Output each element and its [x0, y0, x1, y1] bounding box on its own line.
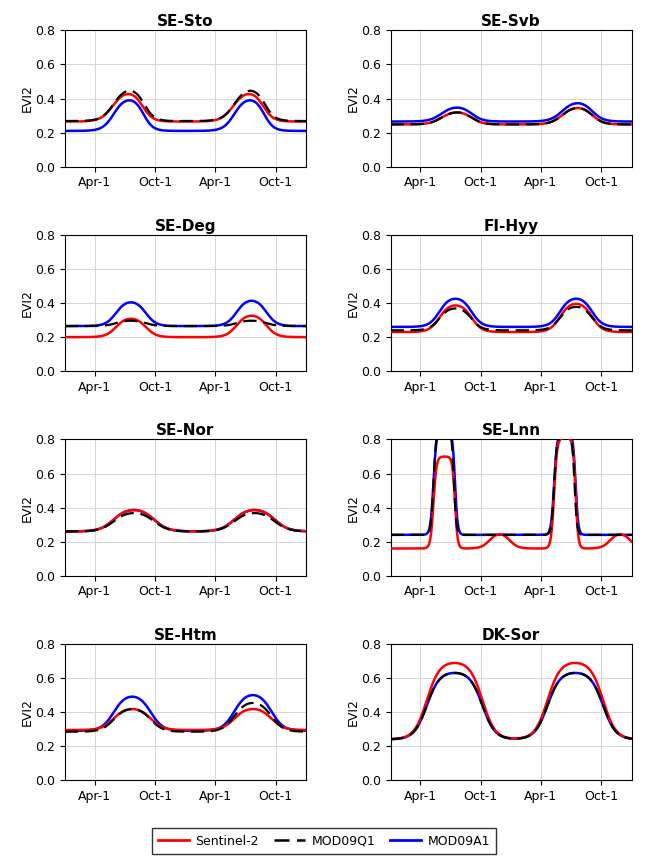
Y-axis label: EVI2: EVI2	[21, 493, 34, 522]
Title: SE-Lnn: SE-Lnn	[481, 423, 540, 438]
Y-axis label: EVI2: EVI2	[347, 493, 360, 522]
Y-axis label: EVI2: EVI2	[347, 289, 360, 317]
Y-axis label: EVI2: EVI2	[21, 698, 34, 726]
Title: DK-Sor: DK-Sor	[482, 628, 540, 642]
Y-axis label: EVI2: EVI2	[347, 85, 360, 113]
Y-axis label: EVI2: EVI2	[21, 85, 34, 113]
Y-axis label: EVI2: EVI2	[347, 698, 360, 726]
Title: SE-Nor: SE-Nor	[156, 423, 214, 438]
Title: SE-Svb: SE-Svb	[481, 14, 541, 29]
Y-axis label: EVI2: EVI2	[21, 289, 34, 317]
Title: FI-Hyy: FI-Hyy	[483, 218, 538, 234]
Title: SE-Htm: SE-Htm	[154, 628, 217, 642]
Legend: Sentinel-2, MOD09Q1, MOD09A1: Sentinel-2, MOD09Q1, MOD09A1	[152, 828, 496, 854]
Title: SE-Sto: SE-Sto	[157, 14, 214, 29]
Title: SE-Deg: SE-Deg	[155, 218, 216, 234]
